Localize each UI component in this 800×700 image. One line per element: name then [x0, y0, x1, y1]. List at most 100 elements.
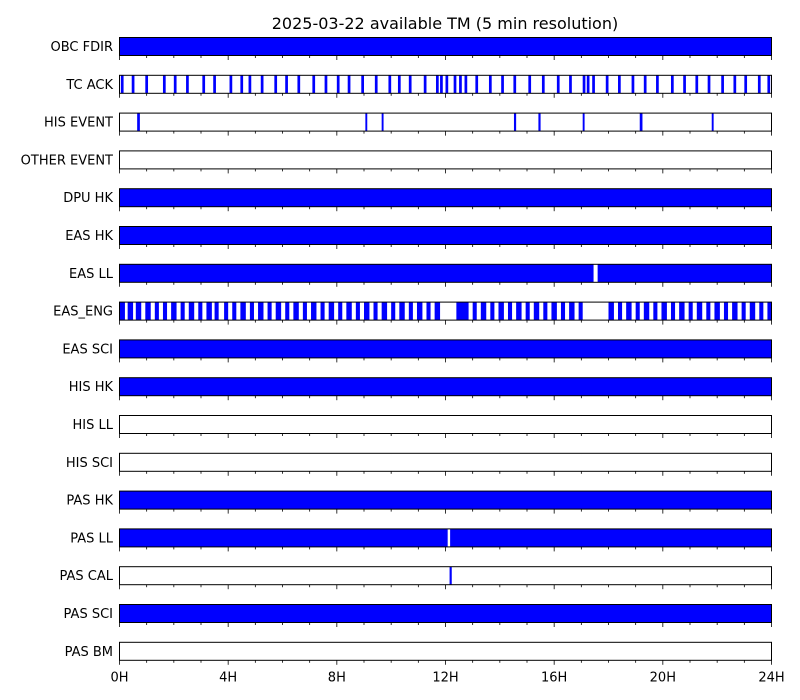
- availability-bar: [127, 302, 134, 321]
- row-label: HIS EVENT: [44, 116, 113, 131]
- availability-bar: [714, 302, 720, 321]
- availability-bar: [312, 75, 316, 94]
- row-frame: [119, 452, 772, 472]
- availability-bar: [297, 75, 301, 94]
- row-label: HIS SCI: [66, 456, 113, 471]
- row-label: EAS SCI: [62, 342, 113, 357]
- availability-bar: [688, 302, 693, 321]
- availability-bar: [706, 302, 711, 321]
- availability-bar: [408, 302, 413, 321]
- availability-bar: [656, 75, 659, 94]
- availability-bar: [551, 302, 557, 321]
- availability-bar: [472, 302, 477, 321]
- row-label: PAS BM: [65, 645, 113, 660]
- row-eas-eng: EAS_ENG: [53, 301, 772, 325]
- availability-bar: [635, 302, 640, 321]
- availability-bar: [449, 566, 452, 585]
- availability-bar: [643, 75, 647, 94]
- availability-bar: [434, 302, 441, 321]
- row-his-hk: HIS HK: [69, 377, 772, 401]
- availability-bar: [670, 75, 674, 94]
- availability-bar: [180, 302, 185, 321]
- availability-bar: [683, 75, 686, 94]
- availability-bar: [347, 75, 351, 94]
- availability-bar: [275, 302, 282, 321]
- availability-bar: [119, 188, 772, 207]
- availability-bar: [464, 75, 468, 94]
- availability-bar: [525, 302, 530, 321]
- availability-bar: [435, 75, 439, 94]
- row-frame: [119, 415, 772, 434]
- availability-bar: [240, 75, 244, 94]
- availability-bar: [744, 75, 748, 94]
- availability-bar: [381, 113, 384, 132]
- availability-bar: [274, 75, 278, 94]
- availability-bar: [162, 302, 168, 321]
- availability-bar: [618, 75, 621, 94]
- availability-bar: [293, 302, 299, 321]
- row-his-event: HIS EVENT: [44, 112, 772, 136]
- availability-bar: [119, 264, 594, 283]
- row-eas-sci: EAS SCI: [62, 339, 772, 363]
- availability-bar: [119, 302, 125, 321]
- availability-bar: [453, 75, 457, 94]
- availability-bar: [399, 302, 405, 321]
- availability-bar: [416, 302, 423, 321]
- row-frame: [119, 566, 772, 586]
- availability-bar: [721, 75, 724, 94]
- row-frame: [119, 150, 772, 170]
- availability-bar: [213, 75, 216, 94]
- row-label: PAS HK: [66, 494, 113, 509]
- availability-bar: [767, 75, 771, 94]
- availability-bar: [240, 302, 246, 321]
- availability-bar: [373, 302, 378, 321]
- availability-bar: [119, 491, 772, 510]
- availability-bar: [311, 302, 317, 321]
- availability-bar: [516, 302, 522, 321]
- row-label: EAS LL: [69, 267, 114, 282]
- row-eas-ll: EAS LL: [69, 263, 772, 287]
- availability-bar: [120, 75, 124, 94]
- availability-bar: [260, 75, 264, 94]
- availability-bar: [626, 302, 632, 321]
- row-pas-ll: PAS LL: [70, 528, 772, 552]
- availability-bar: [696, 302, 703, 321]
- row-frame: [119, 641, 772, 661]
- availability-bar: [355, 302, 360, 321]
- availability-bar: [186, 75, 189, 94]
- row-pas-hk: PAS HK: [66, 490, 772, 514]
- availability-bar: [119, 226, 772, 245]
- availability-bar: [391, 302, 396, 321]
- availability-bar: [618, 302, 623, 321]
- availability-bar: [501, 75, 504, 94]
- timeline-rows: OBC FDIR TC ACK HIS EVENT OTHER EVENT DPU HK…: [21, 37, 772, 665]
- availability-bar: [188, 302, 195, 321]
- availability-bar: [336, 75, 340, 94]
- availability-bar: [302, 302, 307, 321]
- availability-bar: [475, 75, 479, 94]
- x-tick-label: 4H: [219, 670, 237, 685]
- row-label: HIS HK: [69, 380, 114, 395]
- availability-bar: [338, 302, 343, 321]
- availability-bar: [229, 75, 233, 94]
- availability-bar: [214, 302, 219, 321]
- row-pas-bm: PAS BM: [65, 641, 772, 665]
- availability-bar: [513, 113, 517, 132]
- x-tick-label: 24H: [758, 670, 784, 685]
- availability-bar: [749, 302, 756, 321]
- row-label: EAS_ENG: [53, 305, 113, 320]
- x-axis: 0H 4H 8H 12H 16H 20H 24H: [110, 670, 784, 685]
- availability-bar: [711, 113, 714, 132]
- availability-bar: [119, 339, 772, 358]
- availability-bar: [498, 302, 504, 321]
- availability-bar: [582, 113, 585, 132]
- availability-bar: [202, 75, 206, 94]
- availability-bar: [631, 75, 635, 94]
- availability-bar: [145, 75, 149, 94]
- availability-bar: [507, 302, 513, 321]
- row-label: PAS CAL: [60, 569, 114, 584]
- availability-bar: [365, 113, 368, 132]
- availability-bar: [597, 264, 772, 283]
- row-label: OTHER EVENT: [21, 153, 113, 168]
